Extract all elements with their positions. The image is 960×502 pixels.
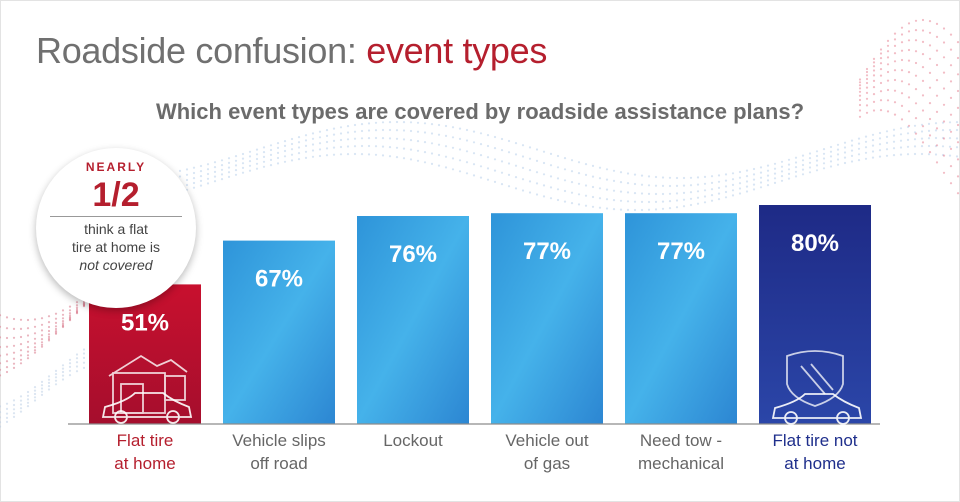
category-label: Vehicle slips	[232, 431, 326, 450]
bar	[491, 213, 603, 424]
highway-shield-icon	[786, 350, 844, 407]
title-main: Roadside confusion:	[36, 30, 367, 71]
callout-kicker: NEARLY	[85, 160, 147, 174]
bar-value-label: 77%	[523, 238, 571, 265]
callout-value: 1/2	[92, 176, 140, 214]
bar-value-label: 51%	[121, 309, 169, 336]
bar	[357, 216, 469, 424]
callout-bubble: NEARLY 1/2 think a flat tire at home is …	[36, 148, 196, 308]
bar-value-label: 77%	[657, 238, 705, 265]
callout-text-line-3: not covered	[79, 257, 153, 273]
bar	[625, 213, 737, 424]
page-title: Roadside confusion: event types	[36, 30, 547, 72]
category-label: Lockout	[383, 431, 443, 450]
bar	[223, 240, 335, 424]
house-icon	[108, 354, 188, 414]
category-label: at home	[114, 454, 175, 473]
category-label: at home	[784, 454, 845, 473]
bar-value-label: 76%	[389, 241, 437, 268]
category-label: Flat tire	[117, 431, 174, 450]
category-label: mechanical	[638, 454, 724, 473]
category-label: off road	[250, 454, 307, 473]
callout-text-line-2: tire at home is	[72, 239, 160, 255]
chart-subtitle: Which event types are covered by roadsid…	[155, 99, 805, 124]
category-label: of gas	[524, 454, 570, 473]
title-accent: event types	[366, 30, 548, 71]
car-icon	[771, 393, 863, 425]
category-label: Flat tire not	[772, 431, 857, 450]
bar	[759, 205, 871, 424]
category-label: Need tow -	[640, 431, 722, 450]
car-icon	[101, 392, 193, 424]
bar-value-label: 80%	[791, 230, 839, 257]
callout-text-line-1: think a flat	[84, 221, 148, 237]
bar-value-label: 67%	[255, 266, 303, 293]
callout-divider	[50, 216, 182, 217]
category-label: Vehicle out	[505, 431, 588, 450]
